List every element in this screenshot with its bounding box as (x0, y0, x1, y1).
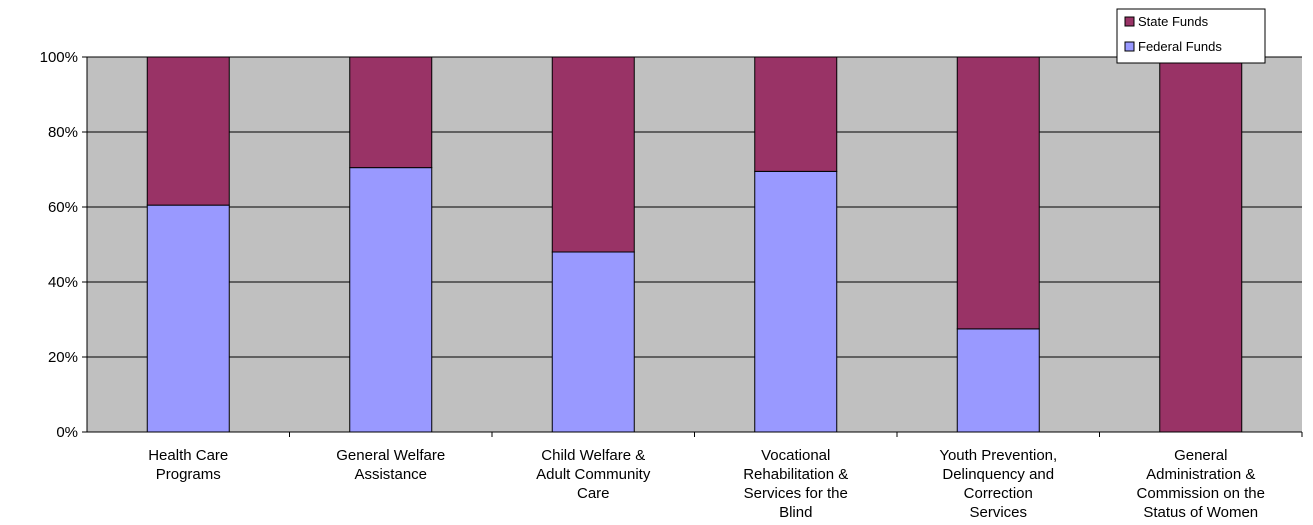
x-category-label: Services for the (744, 485, 848, 502)
bar-segment-state-funds (956, 56, 1040, 330)
legend-box (1116, 8, 1266, 64)
bars (146, 56, 1243, 433)
bar-segment-federal-funds (551, 251, 635, 433)
x-category-label: Status of Women (1143, 504, 1258, 521)
x-category-label: Commission on the (1137, 485, 1265, 502)
x-category-label: Assistance (354, 466, 427, 483)
y-axis-ticks: 0% 20% 40% 60% 80% 100% (40, 49, 87, 441)
x-category-label: Administration & (1146, 466, 1255, 483)
x-category-label: Blind (779, 504, 812, 521)
x-category-label: Correction (964, 485, 1033, 502)
y-tick-label: 100% (40, 49, 78, 66)
legend-swatch-state-funds (1124, 16, 1135, 27)
legend-label-federal-funds: Federal Funds (1138, 39, 1222, 54)
bar-segment-state-funds (754, 56, 838, 172)
x-category-label: Youth Prevention, (939, 447, 1057, 464)
x-category-label: Rehabilitation & (743, 466, 848, 483)
x-category-label: Programs (156, 466, 221, 483)
x-category-label: Health Care (148, 447, 228, 464)
x-category-label: Child Welfare & (541, 447, 645, 464)
y-tick-label: 40% (48, 274, 78, 291)
x-category-label: Adult Community (536, 466, 651, 483)
bar-segment-state-funds (349, 56, 433, 169)
bar-segment-federal-funds (146, 204, 230, 433)
bar-segment-state-funds (146, 56, 230, 206)
x-category-label: General Welfare (336, 447, 445, 464)
x-category-label: Vocational (761, 447, 830, 464)
legend-label-state-funds: State Funds (1138, 14, 1209, 29)
y-tick-label: 60% (48, 199, 78, 216)
x-category-label: Delinquency and (942, 466, 1054, 483)
x-axis-categories: Health Care Programs General Welfare Assist… (148, 432, 1303, 521)
bar-segment-federal-funds (956, 328, 1040, 433)
legend: State Funds Federal Funds (1116, 8, 1266, 64)
y-tick-label: 0% (56, 424, 78, 441)
x-category-label: Services (969, 504, 1027, 521)
legend-swatch-federal-funds (1124, 41, 1135, 52)
y-tick-label: 80% (48, 124, 78, 141)
x-category-label: Care (577, 485, 610, 502)
plot-area (87, 57, 1302, 432)
bar-segment-state-funds (1159, 56, 1243, 433)
y-tick-label: 20% (48, 349, 78, 366)
bar-segment-federal-funds (349, 167, 433, 433)
bar-segment-state-funds (551, 56, 635, 253)
x-category-label: General (1174, 447, 1227, 464)
bar-segment-federal-funds (754, 170, 838, 433)
